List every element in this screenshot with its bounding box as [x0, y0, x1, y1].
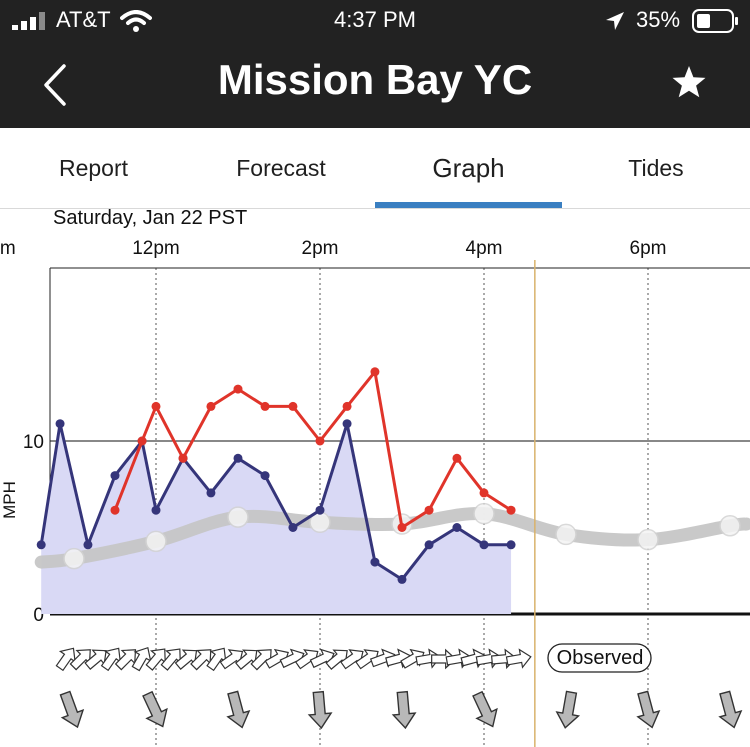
tab-bar: Report Forecast Graph Tides — [0, 128, 750, 209]
wind-direction-arrow-icon — [250, 649, 272, 671]
battery-percent: 35% — [636, 7, 681, 32]
star-icon — [672, 66, 706, 98]
wind-point[interactable] — [151, 505, 161, 515]
wind-direction-arrow-icon — [69, 649, 91, 671]
observed-badge — [547, 643, 652, 673]
gust-point[interactable] — [506, 505, 516, 515]
forecast-point[interactable] — [63, 547, 85, 570]
wind-direction-arrow-icon — [190, 649, 212, 671]
forecast-point[interactable] — [145, 530, 167, 553]
gust-point[interactable] — [479, 488, 489, 498]
forecast-direction-arrow-icon — [59, 690, 85, 729]
gust-point[interactable] — [342, 401, 352, 411]
wind-direction-arrow-icon — [131, 646, 152, 672]
tab-report[interactable]: Report — [58, 155, 129, 181]
hour-label-2pm: 2pm — [302, 238, 339, 259]
observed-label: Observed — [557, 647, 644, 669]
gust-point[interactable] — [452, 453, 462, 463]
hour-label-6pm: 6pm — [630, 238, 667, 259]
gust-line — [113, 370, 512, 529]
y-tick-label-10: 10 — [23, 432, 44, 453]
gust-point[interactable] — [233, 384, 243, 394]
wind-point[interactable] — [36, 540, 46, 550]
forecast-point[interactable] — [473, 502, 495, 525]
forecast-direction-arrow-icon — [226, 690, 251, 729]
carrier-name: AT&T — [56, 7, 111, 32]
forecast-direction-arrow-icon — [142, 690, 168, 728]
hour-label-4pm: 4pm — [466, 238, 503, 259]
forecast-direction-arrow-icon — [636, 690, 661, 729]
back-button[interactable] — [40, 62, 70, 108]
wind-direction-arrow-icon — [174, 649, 198, 670]
wind-direction-arrow-icon — [234, 649, 258, 670]
wind-point[interactable] — [424, 540, 434, 550]
gust-point[interactable] — [315, 436, 325, 446]
wind-direction-arrow-icon — [145, 648, 166, 671]
forecast-point[interactable] — [637, 528, 659, 551]
forecast-direction-arrow-icon — [307, 690, 333, 730]
forecast-point[interactable] — [719, 515, 741, 537]
chevron-left-icon — [44, 64, 66, 106]
wind-point[interactable] — [110, 471, 120, 481]
wind-graph[interactable]: 10am 12pm 2pm 4pm 6pm 10 0 MPH Observed — [0, 230, 750, 747]
gust-point[interactable] — [397, 523, 407, 532]
gust-point[interactable] — [178, 453, 188, 463]
gust-point[interactable] — [151, 401, 161, 411]
wind-point[interactable] — [206, 488, 216, 498]
gust-point[interactable] — [424, 505, 434, 515]
wind-point[interactable] — [342, 419, 352, 429]
location-arrow-icon — [606, 12, 624, 30]
wind-point[interactable] — [452, 523, 462, 532]
wind-direction-arrow-icon — [55, 647, 76, 672]
tab-graph[interactable]: Graph — [432, 153, 505, 183]
wind-point[interactable] — [370, 557, 380, 567]
wind-point[interactable] — [83, 540, 93, 550]
forecast-point[interactable] — [227, 506, 249, 528]
gust-point[interactable] — [137, 436, 147, 446]
hour-label-12pm: 12pm — [132, 238, 180, 259]
forecast-direction-arrow-icon — [391, 690, 417, 730]
wind-point[interactable] — [288, 523, 298, 532]
battery-icon — [692, 9, 738, 33]
forecast-direction-arrow-icon — [555, 690, 581, 729]
wind-point[interactable] — [506, 540, 516, 550]
status-bar: AT&T 4:37 PM 35% — [0, 0, 750, 42]
wind-direction-arrow-icon — [206, 647, 227, 672]
gust-point[interactable] — [288, 401, 298, 411]
gust-point[interactable] — [206, 401, 216, 411]
wifi-icon — [120, 10, 152, 32]
y-axis-label: MPH — [0, 481, 19, 519]
forecast-direction-arrow-icon — [718, 690, 743, 729]
active-tab-indicator — [375, 202, 562, 208]
gust-point[interactable] — [370, 367, 380, 377]
wind-point[interactable] — [260, 471, 270, 481]
page-title: Mission Bay YC — [217, 56, 533, 103]
wind-direction-arrow-icon — [505, 648, 532, 669]
wind-direction-arrow-icon — [100, 647, 122, 672]
forecast-point[interactable] — [555, 523, 577, 546]
clock: 4:37 PM — [334, 7, 416, 32]
wind-point[interactable] — [233, 453, 243, 463]
signal-icon — [12, 12, 45, 30]
header-bar: Mission Bay YC — [0, 42, 750, 128]
gust-point[interactable] — [110, 505, 120, 515]
wind-point[interactable] — [315, 505, 325, 515]
wind-point[interactable] — [397, 574, 407, 584]
wind-direction-arrow-icon — [160, 648, 181, 671]
wind-direction-arrow-icon — [114, 649, 137, 671]
forecast-direction-arrow-icon — [472, 690, 498, 728]
tab-tides[interactable]: Tides — [628, 155, 684, 181]
gust-point[interactable] — [260, 401, 270, 411]
tab-forecast[interactable]: Forecast — [236, 155, 326, 181]
wind-direction-arrow-icon — [84, 649, 107, 670]
favorite-button[interactable] — [671, 64, 707, 100]
wind-point[interactable] — [479, 540, 489, 550]
y-tick-label-0: 0 — [33, 605, 44, 626]
wind-point[interactable] — [55, 419, 65, 429]
hour-label-10am: 10am — [0, 238, 16, 259]
wind-direction-arrow-icon — [325, 649, 348, 670]
graph-date-label: Saturday, Jan 22 PST — [53, 207, 248, 229]
